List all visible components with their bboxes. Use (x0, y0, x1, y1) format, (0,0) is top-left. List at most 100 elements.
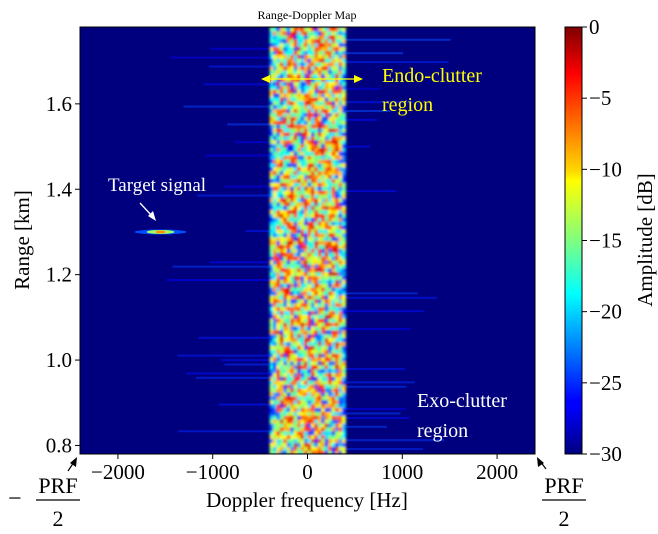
clutter-cell (314, 221, 319, 226)
clutter-cell (304, 143, 309, 148)
clutter-cell (335, 65, 340, 71)
clutter-cell (279, 360, 284, 366)
clutter-cell (290, 341, 295, 346)
clutter-cell (304, 244, 309, 249)
clutter-cell (304, 89, 309, 94)
clutter-cell (338, 108, 343, 113)
clutter-cell (300, 267, 305, 273)
clutter-cell (324, 388, 329, 393)
clutter-cell (273, 182, 278, 187)
clutter-cell (321, 127, 326, 133)
clutter-cell (293, 96, 298, 102)
clutter-cell (338, 422, 343, 428)
clutter-cell (293, 356, 298, 362)
clutter-cell (297, 100, 302, 106)
clutter-cell (276, 197, 281, 203)
clutter-cell (279, 92, 284, 98)
clutter-cell (273, 353, 278, 358)
clutter-cell (290, 391, 295, 397)
clutter-cell (335, 395, 340, 401)
clutter-cell (293, 306, 298, 311)
clutter-cell (317, 217, 322, 222)
clutter-cell (341, 388, 347, 393)
clutter-cell (317, 256, 322, 261)
clutter-cell (293, 201, 298, 207)
clutter-cell (328, 259, 333, 265)
clutter-cell (321, 267, 326, 273)
clutter-cell (300, 58, 305, 63)
clutter-cell (286, 100, 291, 106)
clutter-cell (269, 287, 274, 292)
clutter-cell (293, 415, 298, 420)
clutter-cell (338, 322, 343, 327)
clutter-cell (297, 240, 302, 245)
clutter-cell (328, 271, 333, 277)
clutter-cell (273, 380, 278, 385)
clutter-cell (279, 116, 284, 121)
clutter-cell (328, 434, 333, 440)
clutter-cell (331, 100, 336, 106)
clutter-cell (283, 411, 288, 416)
clutter-cell (283, 403, 288, 409)
clutter-cell (304, 27, 309, 32)
clutter-cell (283, 256, 288, 261)
clutter-cell (324, 124, 329, 129)
clutter-cell (328, 376, 333, 381)
clutter-cell (286, 92, 291, 98)
clutter-cell (324, 322, 329, 327)
clutter-cell (328, 415, 333, 420)
clutter-cell (317, 333, 322, 339)
clutter-cell (321, 178, 326, 183)
clutter-cell (276, 30, 281, 36)
clutter-cell (314, 248, 319, 253)
clutter-cell (341, 279, 347, 284)
clutter-cell (324, 333, 329, 339)
clutter-cell (335, 170, 340, 176)
clutter-cell (273, 407, 278, 412)
clutter-cell (338, 61, 343, 67)
clutter-cell (314, 415, 319, 420)
clutter-cell (317, 162, 322, 168)
clutter-cell (304, 252, 309, 257)
clutter-cell (310, 267, 315, 273)
clutter-cell (317, 232, 322, 238)
clutter-cell (283, 170, 288, 176)
clutter-cell (331, 294, 336, 300)
clutter-cell (331, 81, 336, 86)
clutter-cell (276, 325, 281, 331)
sidelobe-streak (209, 261, 270, 264)
clutter-cell (328, 368, 333, 374)
clutter-cell (279, 54, 284, 59)
clutter-cell (300, 353, 305, 358)
clutter-cell (335, 85, 340, 90)
clutter-cell (283, 380, 288, 385)
clutter-cell (314, 333, 319, 339)
clutter-cell (297, 345, 302, 350)
clutter-cell (304, 147, 309, 152)
clutter-cell (324, 151, 329, 156)
clutter-cell (286, 271, 291, 277)
clutter-cell (341, 314, 347, 319)
clutter-cell (310, 325, 315, 331)
clutter-cell (310, 85, 315, 90)
clutter-cell (324, 438, 329, 443)
clutter-cell (273, 170, 278, 176)
clutter-cell (269, 217, 274, 222)
clutter-cell (321, 190, 326, 195)
clutter-cell (290, 430, 295, 436)
clutter-cell (300, 380, 305, 385)
clutter-cell (269, 263, 274, 269)
clutter-cell (276, 131, 281, 137)
clutter-cell (286, 213, 291, 218)
clutter-cell (317, 155, 322, 160)
clutter-cell (314, 116, 319, 121)
clutter-cell (293, 329, 298, 335)
clutter-cell (304, 197, 309, 203)
clutter-cell (310, 197, 315, 203)
clutter-cell (310, 399, 315, 405)
clutter-cell (283, 372, 288, 377)
clutter-cell (293, 287, 298, 292)
clutter-cell (341, 372, 347, 377)
clutter-cell (324, 407, 329, 412)
clutter-cell (290, 46, 295, 51)
